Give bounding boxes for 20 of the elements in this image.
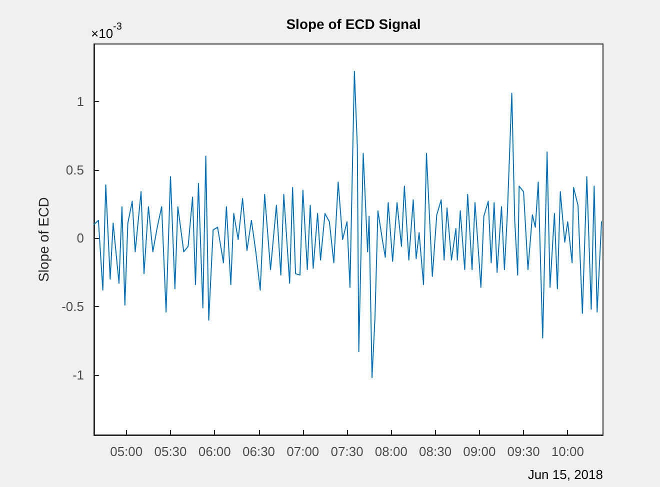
y-tick-label: -0.5 (62, 298, 84, 314)
text: Jun 15, 2018 (528, 467, 604, 482)
x-tick-label: 06:30 (242, 444, 276, 459)
x-tick-label: 06:00 (198, 444, 231, 459)
x-tick-label: 05:00 (110, 444, 143, 459)
y-tick-label: 0 (76, 230, 84, 246)
y-tick-label: 0.5 (66, 162, 84, 178)
x-tick-label: 07:00 (286, 444, 320, 459)
x-tick-label: 10:00 (551, 444, 584, 459)
x-tick-label: 09:30 (507, 444, 540, 459)
x-tick-label: 08:00 (374, 444, 408, 459)
x-tick-label: 07:30 (330, 444, 364, 459)
line-series (94, 70, 602, 378)
x-tick-label: 09:00 (463, 444, 496, 459)
x-tick-label: 08:30 (419, 444, 452, 459)
y-tick-label: 1 (76, 94, 84, 109)
chart-title: Slope of ECD Signal (286, 16, 421, 32)
y-tick-label: -1 (72, 367, 84, 382)
y-axis-title: Slope of ECD (36, 197, 52, 282)
x-tick-label: 05:30 (154, 444, 187, 459)
